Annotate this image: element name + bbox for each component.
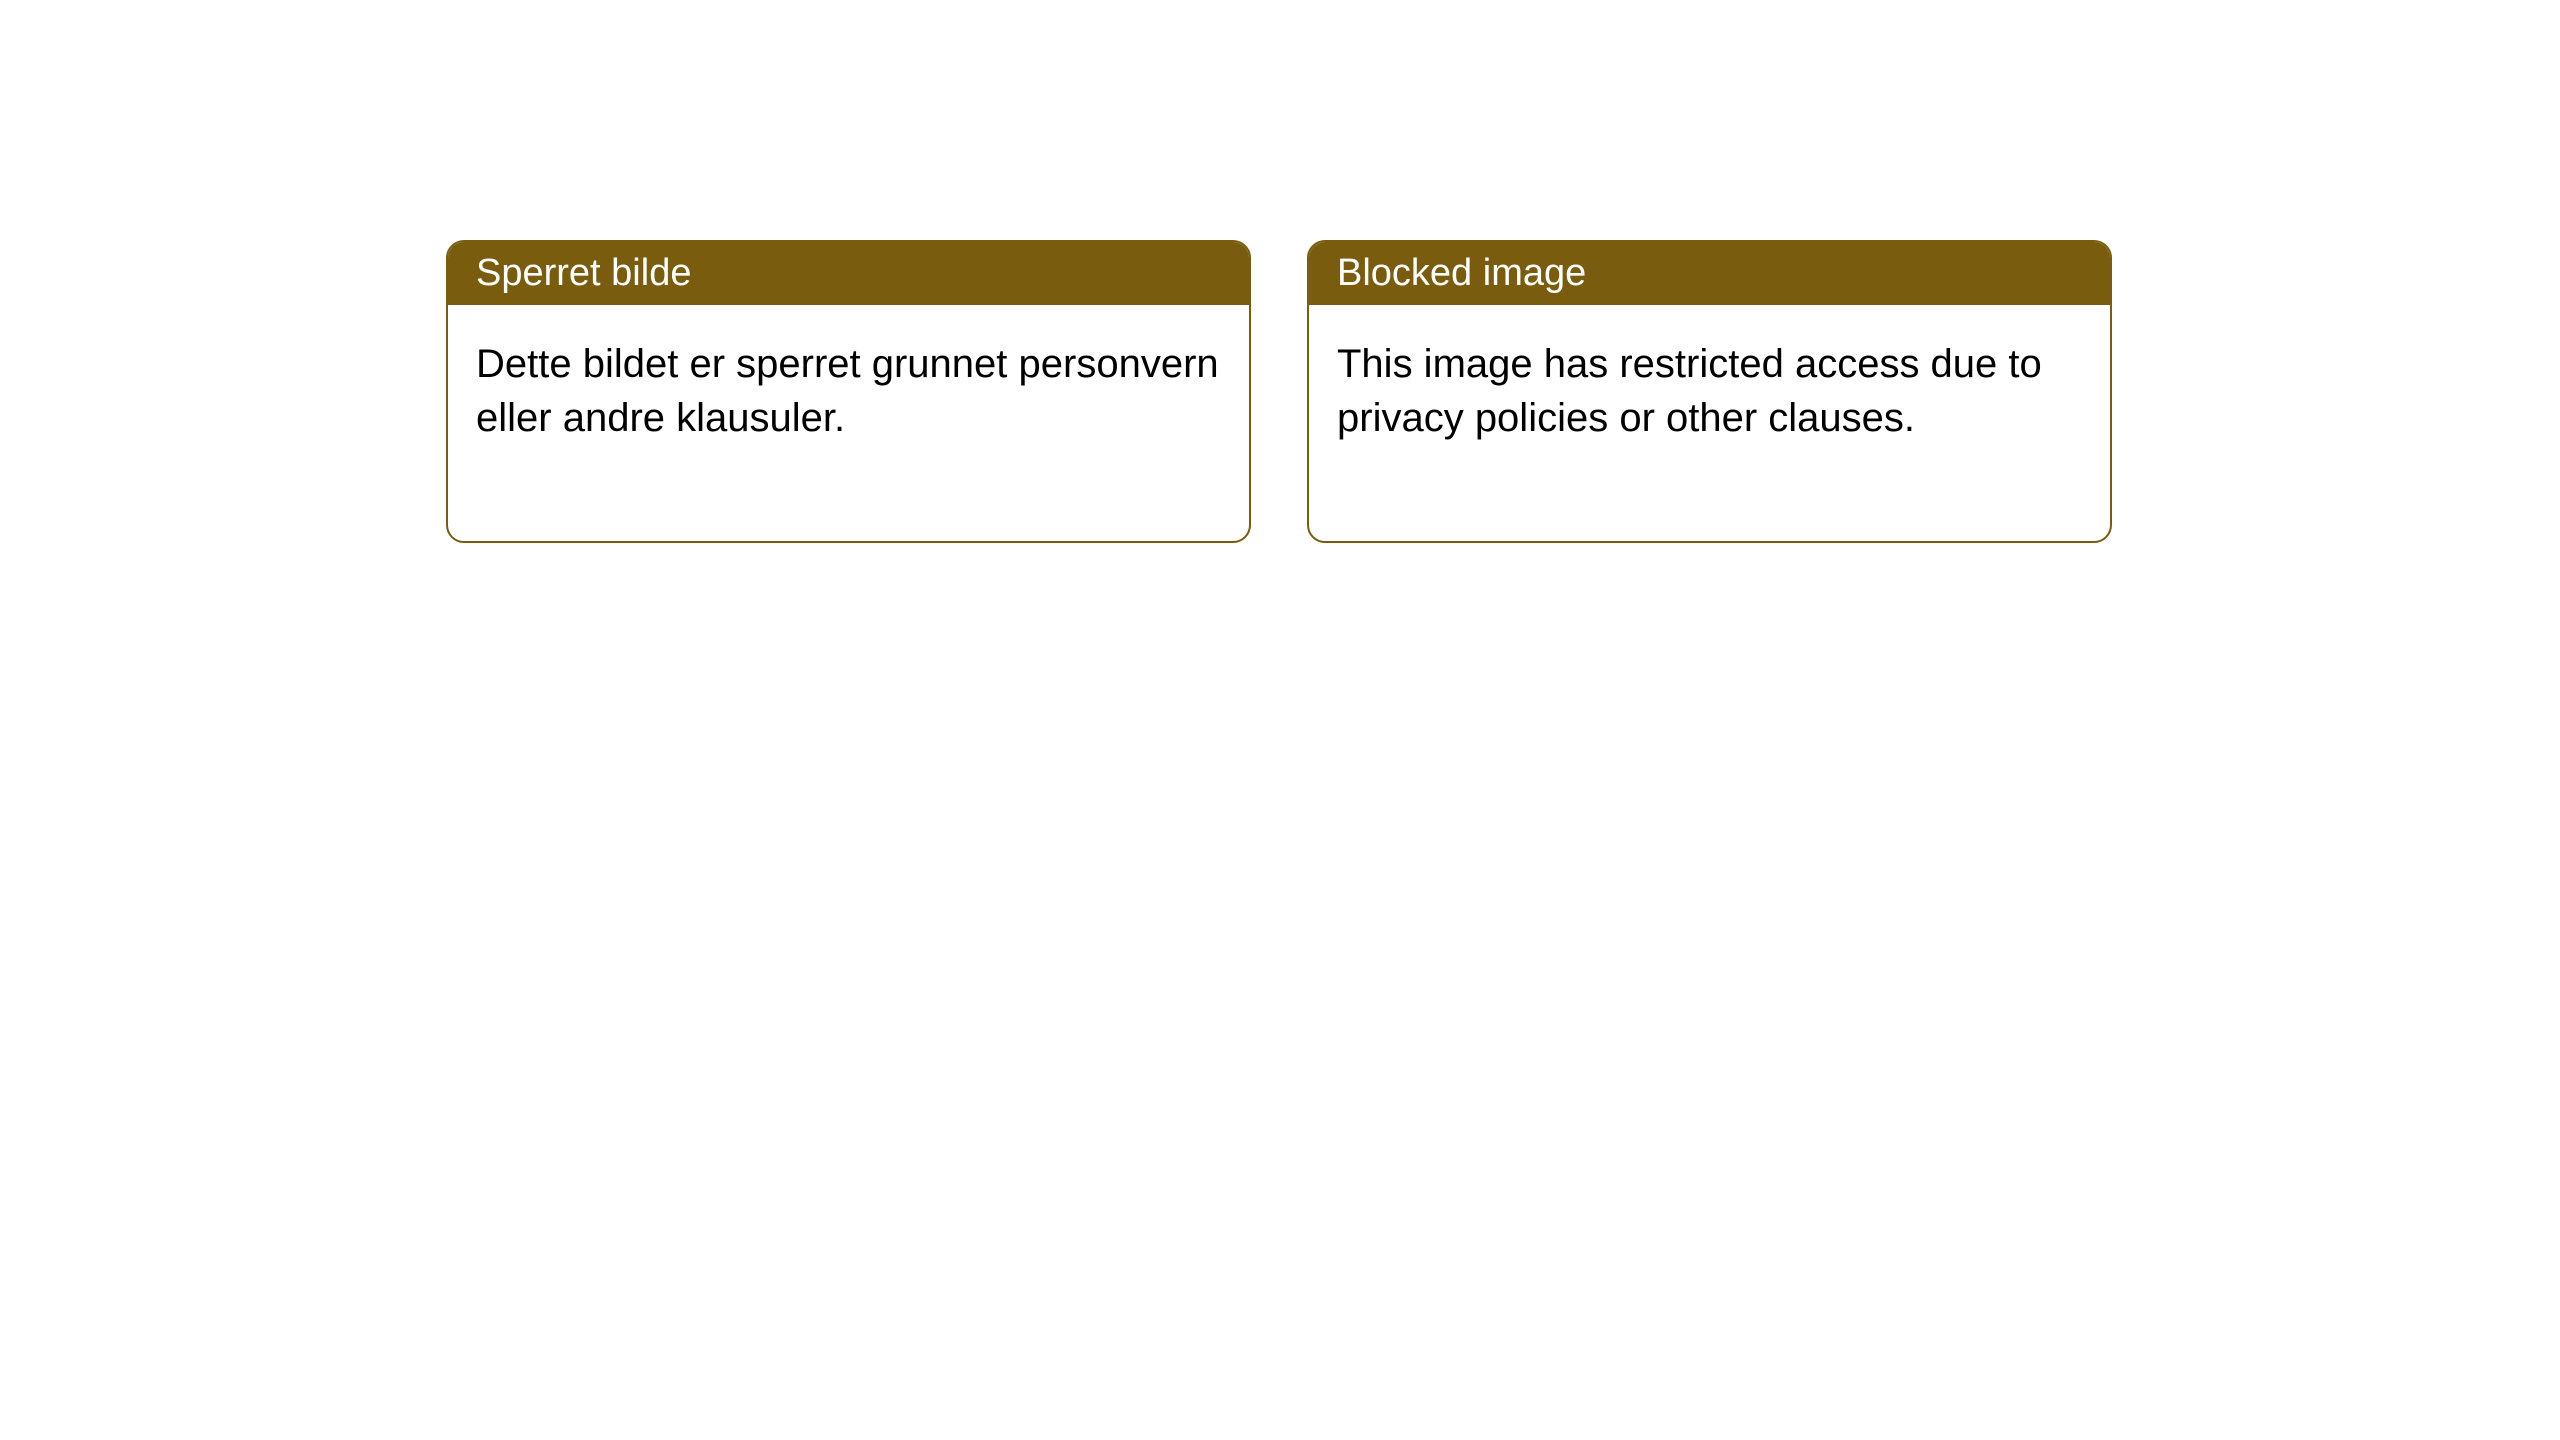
notice-card-title: Blocked image	[1309, 242, 2110, 305]
notice-card-body: This image has restricted access due to …	[1309, 305, 2110, 541]
notice-card-body: Dette bildet er sperret grunnet personve…	[448, 305, 1249, 541]
notice-cards-row: Sperret bilde Dette bildet er sperret gr…	[446, 240, 2112, 543]
notice-card-norwegian: Sperret bilde Dette bildet er sperret gr…	[446, 240, 1251, 543]
notice-card-title: Sperret bilde	[448, 242, 1249, 305]
notice-card-english: Blocked image This image has restricted …	[1307, 240, 2112, 543]
